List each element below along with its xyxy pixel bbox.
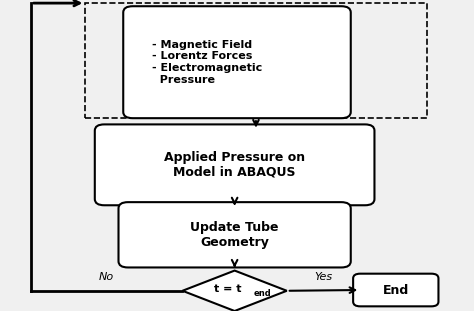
FancyBboxPatch shape: [353, 274, 438, 306]
Text: End: End: [383, 284, 409, 296]
Text: Yes: Yes: [314, 272, 333, 282]
FancyBboxPatch shape: [118, 202, 351, 267]
Polygon shape: [182, 271, 287, 311]
Text: Applied Pressure on
Model in ABAQUS: Applied Pressure on Model in ABAQUS: [164, 151, 305, 179]
FancyBboxPatch shape: [123, 6, 351, 118]
Text: t = t: t = t: [214, 284, 241, 294]
FancyBboxPatch shape: [95, 124, 374, 205]
Text: No: No: [99, 272, 114, 282]
Text: Update Tube
Geometry: Update Tube Geometry: [191, 221, 279, 249]
Text: - Magnetic Field
- Lorentz Forces
- Electromagnetic
  Pressure: - Magnetic Field - Lorentz Forces - Elec…: [152, 40, 262, 85]
Text: end: end: [253, 290, 271, 298]
